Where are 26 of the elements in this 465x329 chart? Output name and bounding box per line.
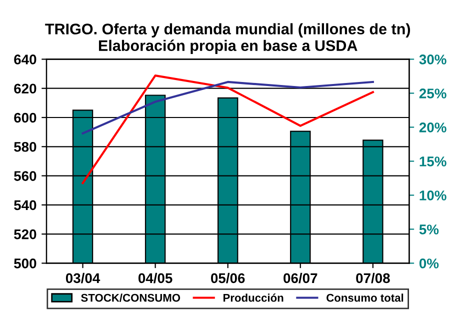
y-tick-label: 520: [14, 229, 36, 240]
y2-tick-label: 20%: [419, 122, 446, 132]
y2-tick-label: 25%: [419, 88, 446, 98]
x-tick-label: 07/08: [356, 272, 390, 284]
x-tick-label: 06/07: [284, 272, 318, 284]
x-tick-label: 03/04: [66, 272, 100, 284]
y2-tick-label: 15%: [420, 156, 446, 166]
y-tick-label: 580: [14, 142, 36, 152]
y-tick-label: 600: [14, 112, 36, 123]
chart-title: TRIGO. Oferta y demanda mundial (millones de tn) Elaboración propia en base a USDA: [45, 23, 410, 54]
y2-tick-label: 5%: [419, 224, 439, 234]
legend-label: Producción: [224, 294, 284, 302]
y2-tick-label: 10%: [420, 190, 446, 200]
legend-label: STOCK/CONSUMO: [81, 294, 180, 302]
y-tick-label: 540: [14, 200, 36, 210]
y-tick-label: 620: [14, 84, 36, 94]
line-series: [82, 74, 374, 184]
legend-label: Consumo total: [326, 294, 404, 302]
y-tick-label: 560: [14, 171, 36, 181]
x-tick-label: 05/06: [211, 272, 245, 284]
y2-tick-label: 0%: [419, 258, 439, 268]
line-series: [82, 80, 374, 134]
y-tick-label: 500: [14, 258, 36, 268]
x-tick-label: 04/05: [138, 272, 172, 284]
y2-tick-label: 30%: [419, 54, 446, 64]
y-tick-label: 640: [14, 54, 36, 64]
